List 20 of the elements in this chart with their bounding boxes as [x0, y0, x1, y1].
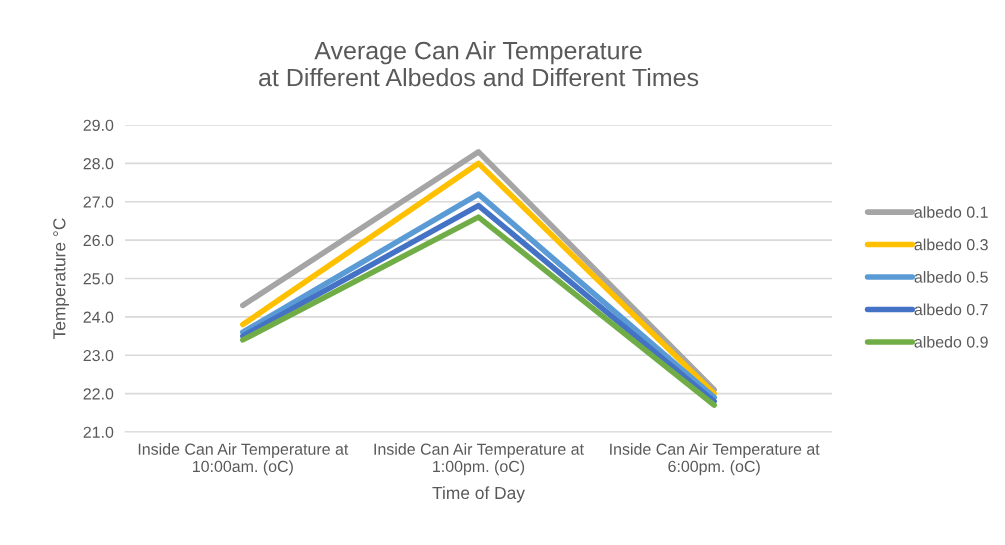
legend-label: albedo 0.7 — [914, 303, 988, 316]
y-tick-label: 21.0 — [83, 426, 114, 438]
y-tick-label: 28.0 — [83, 158, 114, 170]
chart-title: Average Can Air Temperature at Different Albedos and Different Times — [259, 41, 699, 87]
x-tick-label: Inside Can Air Temperature at 1:00pm. (oC) — [374, 443, 584, 476]
y-tick-label: 26.0 — [83, 234, 114, 247]
legend-label: albedo 0.1 — [914, 206, 988, 218]
x-axis-title: Time of Day — [432, 486, 525, 503]
y-tick-label: 24.0 — [83, 311, 114, 323]
x-tick-label: Inside Can Air Temperature at 6:00pm. (oC) — [610, 443, 820, 476]
y-tick-label: 25.0 — [83, 273, 114, 285]
y-axis-title: Temperature °C — [53, 218, 69, 339]
legend-label: albedo 0.9 — [914, 335, 988, 348]
y-tick-label: 27.0 — [83, 196, 114, 208]
y-tick-label: 23.0 — [83, 349, 114, 362]
x-tick-label: Inside Can Air Temperature at 10:00am. (oC) — [138, 443, 349, 476]
y-tick-label: 29.0 — [83, 119, 114, 131]
y-tick-label: 22.0 — [83, 388, 114, 400]
legend-label: albedo 0.5 — [914, 271, 988, 283]
legend-label: albedo 0.3 — [914, 238, 988, 251]
